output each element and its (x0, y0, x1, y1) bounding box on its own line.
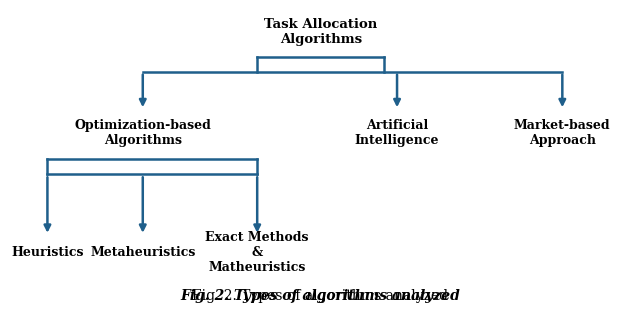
Text: Exact Methods
&
Matheuristics: Exact Methods & Matheuristics (205, 231, 309, 274)
Text: Fig. 2. Types of algorithms analyzed: Fig. 2. Types of algorithms analyzed (180, 289, 460, 303)
Text: Artificial
Intelligence: Artificial Intelligence (355, 119, 439, 147)
Text: Heuristics: Heuristics (11, 246, 84, 259)
Text: Task Allocation
Algorithms: Task Allocation Algorithms (264, 18, 378, 46)
Text: Market-based
Approach: Market-based Approach (514, 119, 611, 147)
Text: Metaheuristics: Metaheuristics (90, 246, 195, 259)
Text: Fig. 2. Types of algorithms analyzed: Fig. 2. Types of algorithms analyzed (192, 289, 448, 303)
Text: Optimization-based
Algorithms: Optimization-based Algorithms (74, 119, 211, 147)
